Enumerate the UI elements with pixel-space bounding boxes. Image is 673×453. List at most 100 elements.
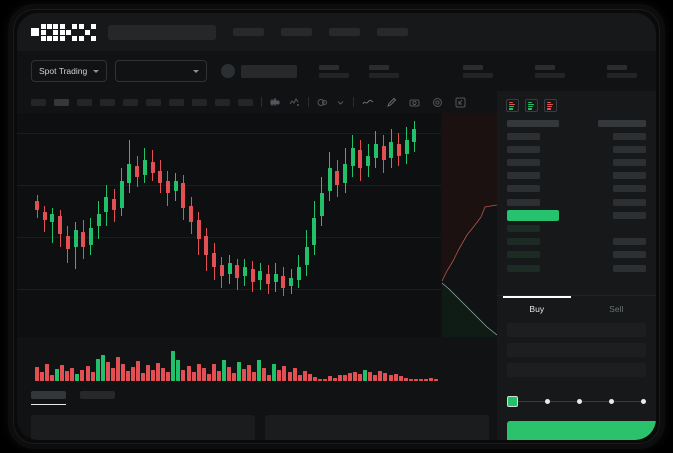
volume-bar (60, 365, 65, 381)
stepper-step-3[interactable] (577, 398, 582, 404)
order-form-field-2[interactable] (507, 343, 646, 357)
volume-bar (176, 360, 181, 381)
indicator-icon[interactable] (289, 97, 300, 107)
candle (412, 121, 417, 152)
orderbook-ask-row[interactable] (507, 131, 646, 141)
timeframe-button[interactable] (192, 98, 207, 106)
volume-bar (413, 379, 418, 381)
candlestick-chart-icon[interactable] (270, 97, 281, 107)
volume-bar (161, 367, 166, 381)
price-candlestick-chart[interactable] (17, 113, 441, 337)
nav-item-4[interactable] (377, 28, 408, 36)
candle (135, 156, 140, 187)
candle (165, 170, 170, 206)
orderbook-bid-row[interactable] (507, 250, 646, 260)
candle (212, 242, 217, 280)
nav-item-1[interactable] (233, 28, 264, 36)
candle (58, 209, 63, 247)
volume-bar (206, 373, 211, 381)
bottom-tab-2[interactable] (80, 391, 115, 405)
volume-bar (45, 363, 50, 381)
market-sub-toolbar: Spot Trading (17, 51, 656, 91)
volume-bar (423, 379, 428, 381)
stepper-step-2[interactable] (545, 398, 550, 404)
chevron-down-icon (93, 69, 100, 73)
volume-bar (383, 373, 388, 381)
orderbook-bid-row[interactable] (507, 224, 646, 234)
volume-bar (363, 369, 368, 381)
volume-bar (252, 371, 257, 381)
stepper-step-4[interactable] (609, 398, 614, 404)
orderbook-ask-row[interactable] (507, 158, 646, 168)
fullscreen-icon[interactable] (455, 97, 466, 108)
onboarding-stepper (507, 395, 646, 407)
nav-item-2[interactable] (281, 28, 312, 36)
pencil-icon[interactable] (386, 97, 397, 108)
timeframe-button[interactable] (123, 98, 138, 106)
orderbook-ask-row[interactable] (507, 184, 646, 194)
volume-bar (398, 376, 403, 381)
camera-icon[interactable] (409, 97, 420, 108)
candle (281, 267, 286, 297)
timeframe-button[interactable] (215, 98, 230, 106)
line-chart-icon[interactable] (362, 98, 374, 107)
orderbook-bid-row[interactable] (507, 263, 646, 273)
timeframe-button[interactable] (77, 98, 92, 106)
volume-bar (403, 377, 408, 381)
bottom-tab-1[interactable] (31, 391, 66, 405)
orderbook-last-price-row[interactable] (507, 209, 646, 221)
chevron-down-icon[interactable] (336, 98, 345, 107)
settings-gear-icon[interactable] (432, 97, 443, 108)
chart-toolbar (17, 91, 656, 113)
timeframe-button[interactable] (100, 98, 115, 106)
candle (204, 228, 209, 272)
stepper-step-5[interactable] (641, 398, 646, 404)
orderbook-layout-both-icon[interactable] (506, 99, 519, 112)
candle (119, 168, 124, 216)
orderbook-layout-asks-icon[interactable] (544, 99, 557, 112)
order-form-field-3[interactable] (507, 363, 646, 377)
okx-logo[interactable] (31, 23, 96, 41)
primary-cta-button[interactable] (507, 421, 656, 440)
candle (189, 197, 193, 235)
depth-area-svg (441, 113, 497, 337)
candle (73, 222, 78, 270)
order-form-field-1[interactable] (507, 323, 646, 337)
orderbook-ask-row[interactable] (507, 144, 646, 154)
bottom-card-2[interactable] (265, 415, 489, 440)
candle (173, 172, 178, 202)
orderbook-bid-row[interactable] (507, 237, 646, 247)
orderbook-ask-row[interactable] (507, 171, 646, 181)
compare-icon[interactable] (317, 98, 328, 107)
volume-bar (242, 369, 247, 381)
search-input[interactable] (108, 24, 216, 40)
timeframe-button[interactable] (146, 98, 161, 106)
candle (358, 139, 363, 181)
timeframe-button[interactable] (31, 98, 46, 106)
tab-buy[interactable]: Buy (497, 296, 577, 321)
market-type-selector[interactable]: Spot Trading (31, 60, 108, 82)
tab-sell[interactable]: Sell (577, 296, 657, 321)
timeframe-button[interactable] (54, 98, 69, 106)
volume-bar (302, 370, 307, 381)
volume-bar (312, 377, 317, 381)
orderbook-ask-row[interactable] (507, 197, 646, 207)
stepper-step-1[interactable] (507, 395, 518, 407)
volume-bar (292, 368, 297, 381)
volume-bar (130, 366, 135, 381)
bottom-card-1[interactable] (31, 415, 255, 440)
volume-bar (237, 362, 241, 381)
orderbook-rows (497, 118, 656, 273)
candle (81, 219, 86, 260)
volume-bar (408, 378, 413, 381)
volume-bar (231, 373, 236, 381)
orderbook-layout-bids-icon[interactable] (525, 99, 538, 112)
timeframe-button[interactable] (238, 98, 253, 106)
nav-item-3[interactable] (329, 28, 360, 36)
candle (181, 174, 186, 220)
volume-bar (282, 366, 287, 381)
timeframe-button[interactable] (169, 98, 184, 106)
trading-pair-selector[interactable] (115, 60, 208, 82)
candle (389, 129, 394, 169)
candle (65, 226, 70, 264)
